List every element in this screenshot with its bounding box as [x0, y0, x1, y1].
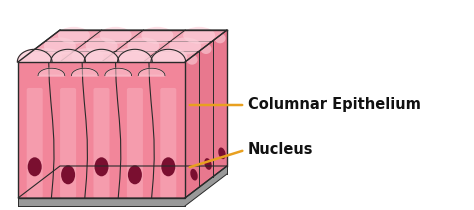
Polygon shape [138, 68, 165, 76]
Polygon shape [72, 68, 98, 76]
FancyBboxPatch shape [60, 88, 76, 198]
Polygon shape [51, 49, 85, 62]
Ellipse shape [141, 27, 173, 44]
Ellipse shape [155, 48, 187, 65]
Ellipse shape [100, 27, 132, 44]
FancyBboxPatch shape [127, 88, 143, 198]
Ellipse shape [214, 33, 226, 43]
Polygon shape [151, 49, 186, 62]
Ellipse shape [94, 157, 109, 176]
Ellipse shape [30, 48, 62, 65]
Ellipse shape [190, 169, 198, 181]
Polygon shape [18, 49, 52, 62]
Ellipse shape [201, 44, 211, 54]
Polygon shape [105, 68, 132, 76]
Text: Columnar Epithelium: Columnar Epithelium [248, 97, 421, 113]
Ellipse shape [169, 38, 201, 55]
FancyBboxPatch shape [93, 88, 109, 198]
Polygon shape [118, 49, 152, 62]
Ellipse shape [183, 27, 215, 44]
Polygon shape [84, 49, 119, 62]
FancyBboxPatch shape [27, 88, 43, 198]
Ellipse shape [128, 165, 142, 184]
Polygon shape [18, 166, 227, 198]
Ellipse shape [72, 48, 104, 65]
Ellipse shape [27, 157, 42, 176]
Polygon shape [38, 68, 65, 76]
Ellipse shape [186, 55, 198, 65]
Ellipse shape [86, 38, 118, 55]
Polygon shape [18, 62, 185, 198]
Polygon shape [18, 30, 227, 62]
FancyBboxPatch shape [160, 88, 176, 198]
Ellipse shape [128, 38, 159, 55]
Ellipse shape [161, 157, 175, 176]
Ellipse shape [44, 38, 76, 55]
Ellipse shape [113, 48, 146, 65]
Polygon shape [18, 166, 227, 206]
Ellipse shape [61, 165, 75, 184]
Text: Nucleus: Nucleus [248, 143, 313, 158]
Ellipse shape [204, 158, 212, 170]
Polygon shape [185, 30, 227, 198]
Ellipse shape [58, 27, 90, 44]
Ellipse shape [219, 147, 226, 159]
